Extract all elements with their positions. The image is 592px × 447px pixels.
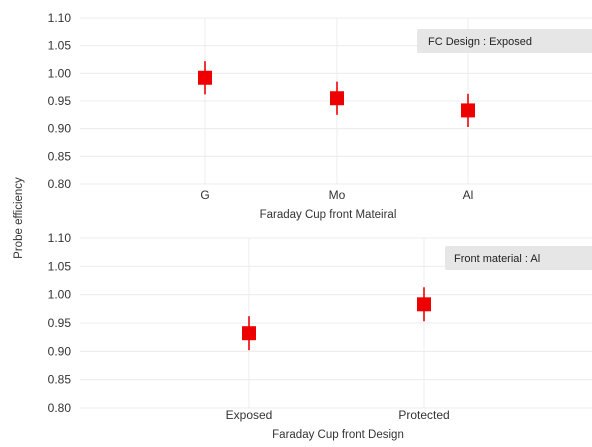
y-tick-label: 1.05 — [48, 259, 72, 273]
y-tick-label: 1.10 — [48, 231, 72, 245]
x-tick-label: Protected — [398, 408, 449, 422]
x-tick-label: Mo — [329, 188, 346, 202]
y-tick-label: 1.05 — [48, 39, 72, 53]
annotation-text: Front material : Al — [454, 253, 540, 265]
y-tick-label: 0.95 — [48, 94, 72, 108]
y-axis-label: Probe efficiency — [13, 177, 25, 259]
y-tick-label: 0.90 — [48, 344, 72, 358]
y-tick-labels: 0.80 0.85 0.90 0.95 1.00 1.05 1.10 — [48, 231, 72, 415]
data-points — [198, 61, 475, 128]
x-tick-label: G — [200, 188, 209, 202]
y-tick-label: 0.85 — [48, 149, 72, 163]
x-axis-label: Faraday Cup front Design — [272, 429, 404, 441]
annotation-text: FC Design : Exposed — [428, 36, 532, 48]
y-tick-label: 0.80 — [48, 177, 72, 191]
x-tick-labels: Exposed Protected — [226, 408, 450, 422]
data-point-marker — [461, 103, 475, 118]
data-point-marker — [198, 70, 212, 85]
x-tick-label: Exposed — [226, 408, 273, 422]
data-point-marker — [330, 91, 344, 106]
data-point-marker — [417, 297, 431, 312]
y-tick-label: 1.10 — [48, 11, 72, 25]
y-tick-label: 0.95 — [48, 316, 72, 330]
y-tick-label: 1.00 — [48, 66, 72, 80]
y-tick-label: 0.80 — [48, 401, 72, 415]
gridlines — [80, 17, 592, 185]
panel-design: 0.80 0.85 0.90 0.95 1.00 1.05 1.10 Exposed Prot… — [48, 231, 592, 441]
data-points — [242, 287, 431, 351]
data-point-marker — [242, 326, 256, 341]
y-tick-label: 0.85 — [48, 373, 72, 387]
y-tick-label: 0.90 — [48, 122, 72, 136]
x-tick-labels: G Mo Al — [200, 188, 473, 202]
y-tick-label: 1.00 — [48, 288, 72, 302]
gridlines — [80, 237, 592, 409]
annotation-box: Front material : Al — [445, 246, 592, 270]
x-axis-label: Faraday Cup front Mateiral — [260, 209, 397, 221]
panel-material: 0.80 0.85 0.90 0.95 1.00 1.05 1.10 G Mo Al FC De… — [48, 11, 592, 221]
annotation-background — [445, 246, 592, 270]
x-tick-label: Al — [463, 188, 474, 202]
y-tick-labels: 0.80 0.85 0.90 0.95 1.00 1.05 1.10 — [48, 11, 72, 191]
annotation-box: FC Design : Exposed — [417, 29, 592, 53]
annotation-background — [417, 29, 592, 53]
